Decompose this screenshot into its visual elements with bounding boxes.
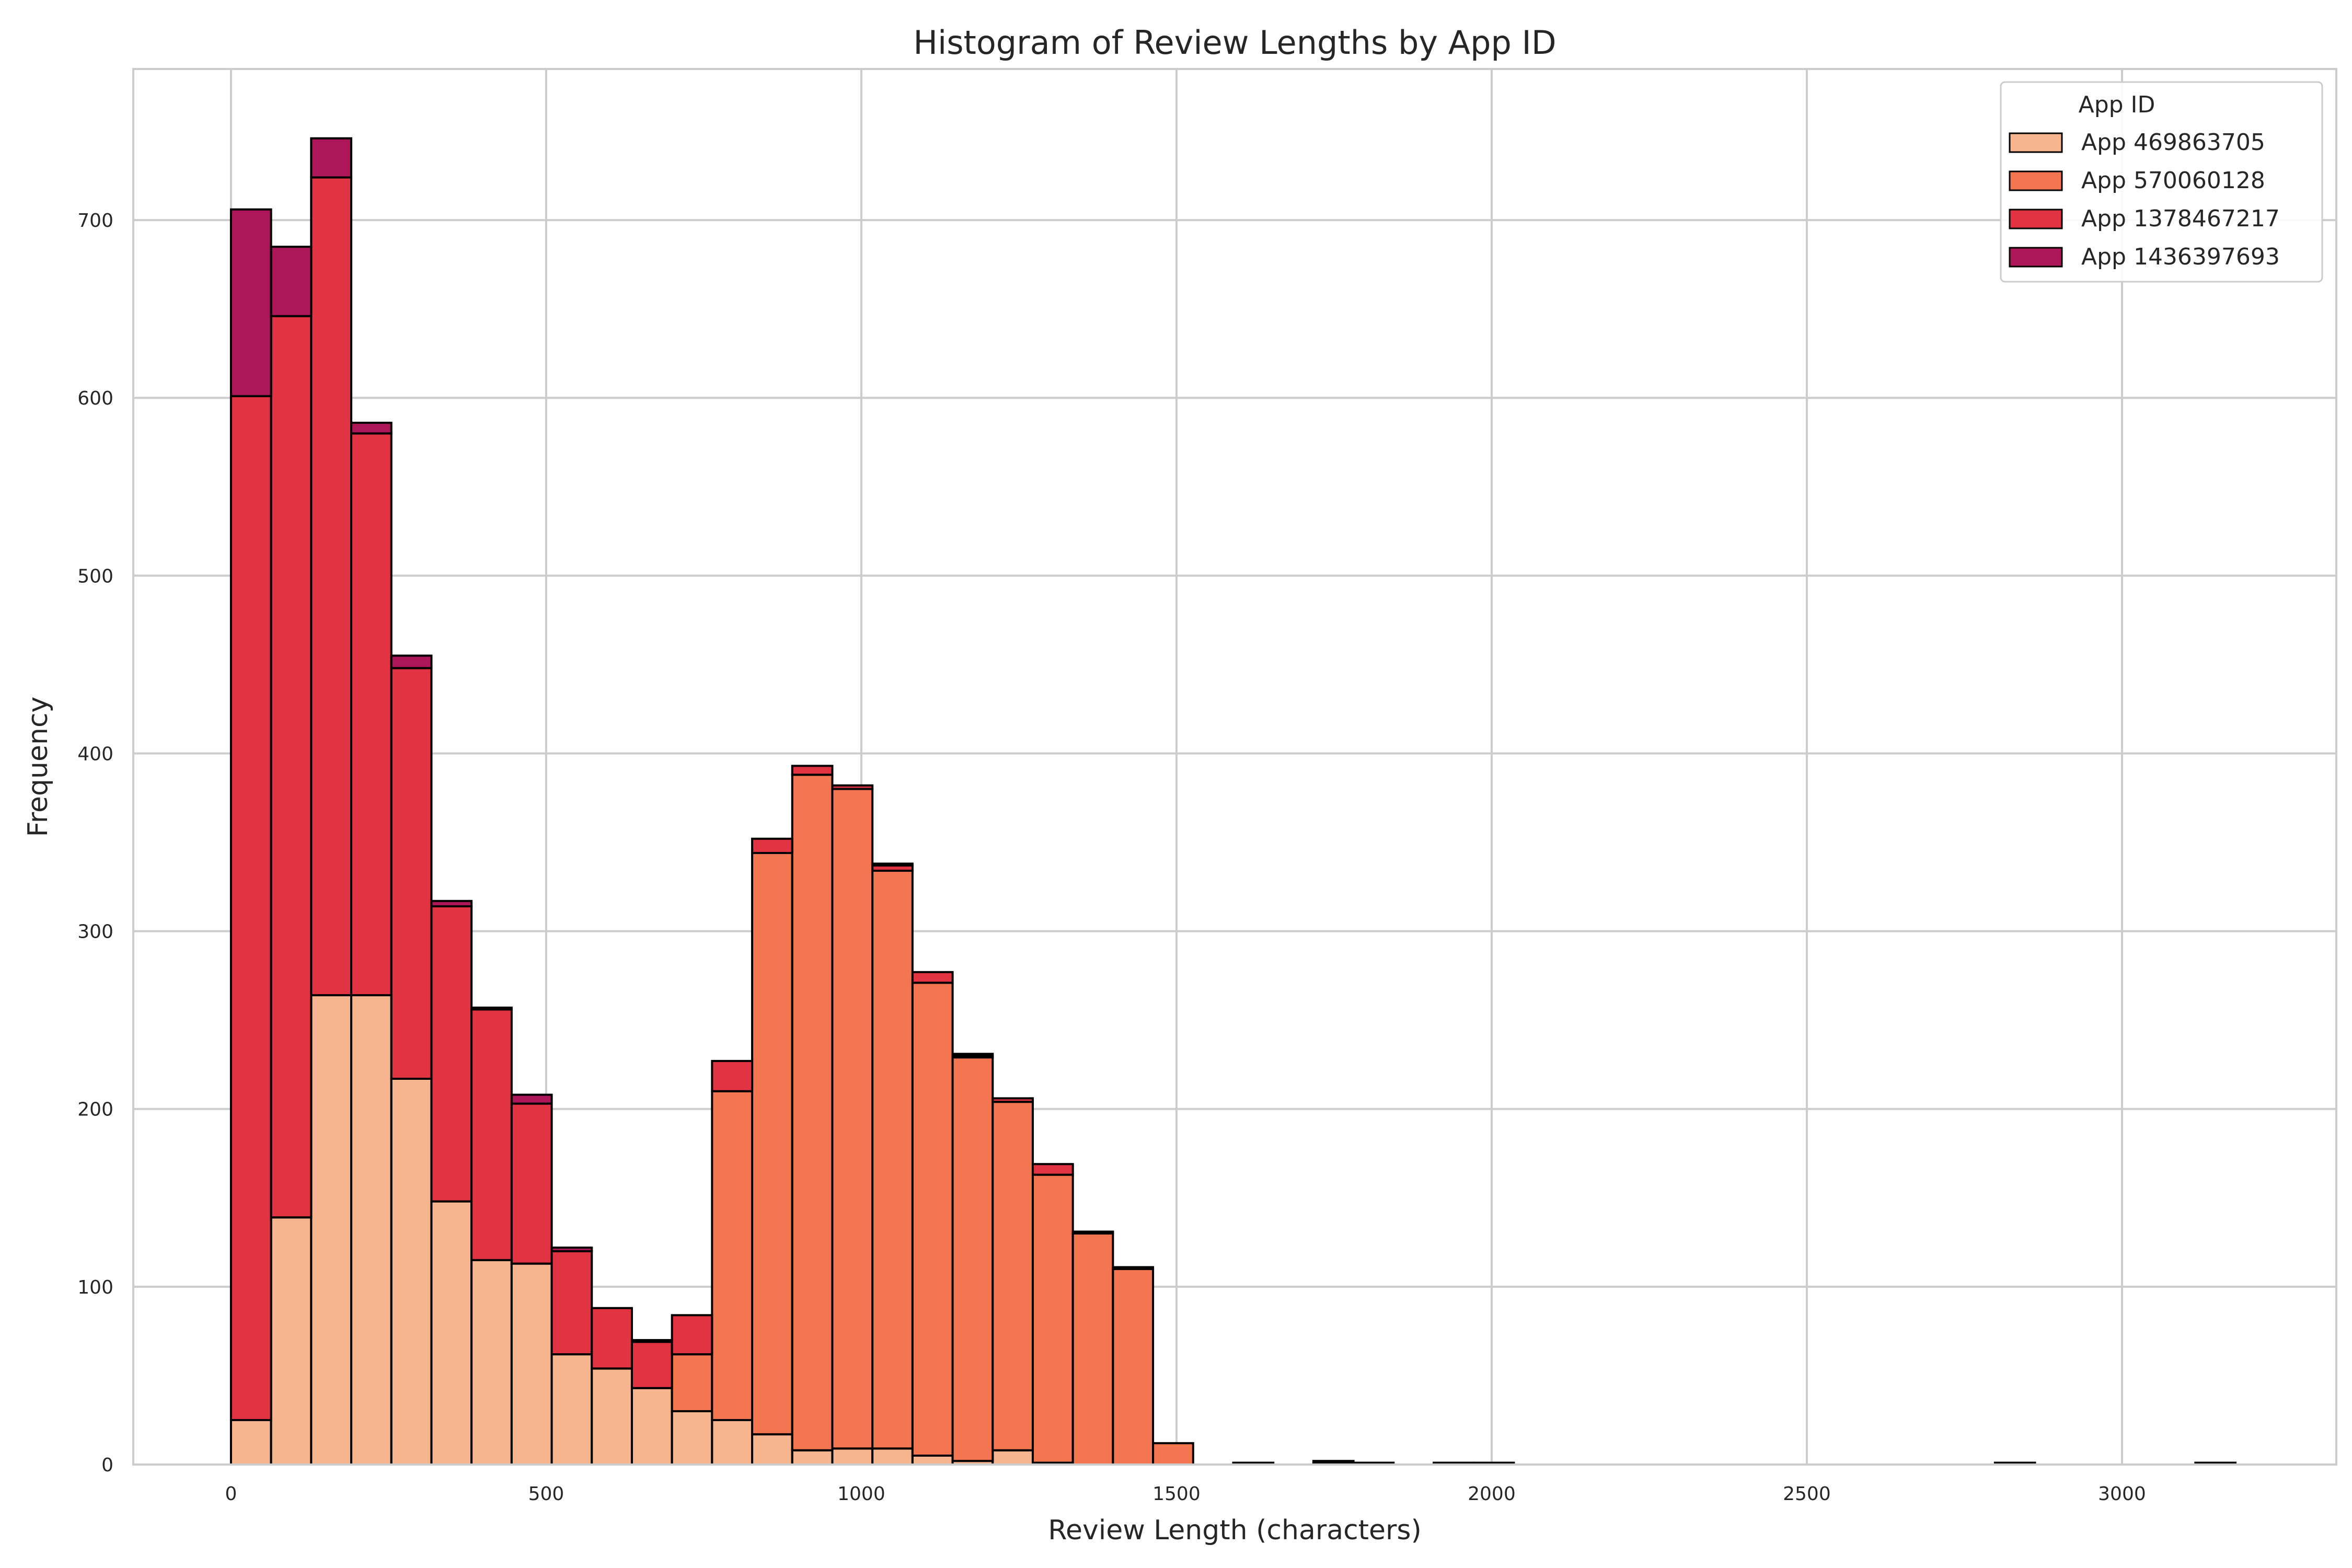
- histogram-bar: [510, 1102, 553, 1265]
- y-tick-label: 300: [77, 921, 113, 943]
- histogram-bar: [711, 1059, 754, 1092]
- bars-layer: [229, 137, 2237, 1466]
- histogram-bar: [430, 900, 473, 907]
- histogram-bar: [550, 1353, 593, 1466]
- histogram-bar: [1312, 1460, 1355, 1464]
- histogram-bar: [229, 395, 272, 1421]
- histogram-bar: [1112, 1266, 1155, 1270]
- legend-entry: App 1378467217: [2081, 205, 2280, 232]
- histogram-bar: [911, 1454, 954, 1466]
- plot-frame: [132, 68, 2337, 1466]
- histogram-bar: [270, 246, 313, 317]
- histogram-bar: [791, 774, 834, 1451]
- histogram-bar: [951, 1056, 994, 1462]
- legend-box: [2000, 81, 2323, 283]
- x-tick-label: 2000: [1468, 1483, 1516, 1505]
- histogram-bar: [550, 1247, 593, 1252]
- histogram-bar: [630, 1341, 673, 1389]
- histogram-bar: [831, 784, 874, 790]
- y-tick-label: 200: [77, 1099, 113, 1121]
- x-tick-label: 1000: [837, 1483, 885, 1505]
- histogram-bar: [1031, 1173, 1074, 1464]
- histogram-bar: [671, 1410, 713, 1466]
- histogram-bar: [791, 765, 834, 776]
- y-tick-label: 400: [77, 743, 113, 765]
- legend-entry: App 570060128: [2081, 167, 2265, 194]
- histogram-bar: [270, 1216, 313, 1466]
- histogram-bar: [350, 994, 393, 1466]
- ticks-layer: 0 500 1000 1500 2000 2500 3000 0 100 200 300 400 500…: [77, 210, 2146, 1505]
- histogram-bar: [430, 905, 473, 1203]
- y-axis-label: Frequency: [22, 697, 54, 837]
- histogram-bar: [1152, 1442, 1194, 1466]
- legend-swatch: [2009, 247, 2063, 268]
- y-tick-label: 100: [77, 1277, 113, 1298]
- x-tick-label: 1500: [1152, 1483, 1201, 1505]
- histogram-bar: [1071, 1230, 1114, 1235]
- legend-swatch: [2009, 132, 2063, 153]
- histogram-bar: [390, 654, 433, 670]
- histogram-bar: [871, 869, 914, 1450]
- histogram-bar: [911, 971, 954, 984]
- histogram-bar: [350, 432, 393, 997]
- histogram-bar: [911, 982, 954, 1457]
- histogram-bar: [470, 1259, 513, 1466]
- histogram-bar: [951, 1053, 994, 1057]
- histogram-bar: [350, 421, 393, 435]
- legend-entry: App 469863705: [2081, 129, 2265, 156]
- histogram-bar: [510, 1262, 553, 1466]
- y-tick-label: 600: [77, 388, 113, 409]
- histogram-bar: [630, 1339, 673, 1343]
- histogram-bar: [711, 1090, 754, 1421]
- chart-title: Histogram of Review Lengths by App ID: [913, 24, 1556, 62]
- histogram-bar: [310, 137, 353, 179]
- histogram-bar: [1071, 1232, 1114, 1466]
- y-tick-label: 500: [77, 566, 113, 587]
- histogram-bar: [671, 1353, 713, 1412]
- histogram-bar: [229, 1419, 272, 1466]
- histogram-bar: [591, 1307, 633, 1370]
- histogram-bar: [871, 1447, 914, 1466]
- histogram-bar: [871, 862, 914, 867]
- histogram-bar: [390, 1077, 433, 1466]
- histogram-bar: [310, 994, 353, 1466]
- histogram-bar: [229, 208, 272, 397]
- histogram-bar: [991, 1097, 1034, 1103]
- histogram-bar: [751, 1433, 793, 1466]
- histogram-bar: [591, 1367, 633, 1466]
- histogram-bar: [1112, 1267, 1155, 1466]
- legend: App ID App 469863705 App 570060128 App 137…: [2000, 81, 2323, 283]
- histogram-bar: [711, 1419, 754, 1466]
- x-axis-label: Review Length (characters): [1048, 1515, 1422, 1546]
- x-tick-label: 3000: [2098, 1483, 2146, 1505]
- histogram-bar: [831, 788, 874, 1450]
- x-tick-label: 2500: [1783, 1483, 1831, 1505]
- legend-swatch: [2009, 209, 2063, 229]
- legend-entry: App 1436397693: [2081, 244, 2280, 270]
- histogram-bar: [390, 667, 433, 1080]
- histogram-bar: [791, 1449, 834, 1466]
- histogram-bar: [470, 1008, 513, 1261]
- histogram-bar: [470, 1006, 513, 1011]
- x-tick-label: 500: [528, 1483, 564, 1505]
- histogram-bar: [270, 315, 313, 1219]
- x-tick-label: 0: [225, 1483, 237, 1505]
- histogram-bar: [1031, 1163, 1074, 1176]
- histogram-bar: [310, 176, 353, 997]
- y-tick-label: 700: [77, 210, 113, 232]
- histogram-bar: [510, 1093, 553, 1105]
- histogram-bar: [991, 1449, 1034, 1466]
- histogram-bar: [751, 851, 793, 1436]
- y-tick-label: 0: [101, 1455, 113, 1476]
- legend-title: App ID: [2079, 91, 2155, 118]
- histogram-bar: [550, 1250, 593, 1356]
- histogram-bar: [831, 1447, 874, 1466]
- legend-swatch: [2009, 170, 2063, 191]
- histogram-bar: [430, 1200, 473, 1466]
- histogram-bar: [991, 1101, 1034, 1451]
- histogram-bar: [751, 837, 793, 854]
- histogram-bar: [671, 1314, 713, 1356]
- histogram-bar: [630, 1387, 673, 1466]
